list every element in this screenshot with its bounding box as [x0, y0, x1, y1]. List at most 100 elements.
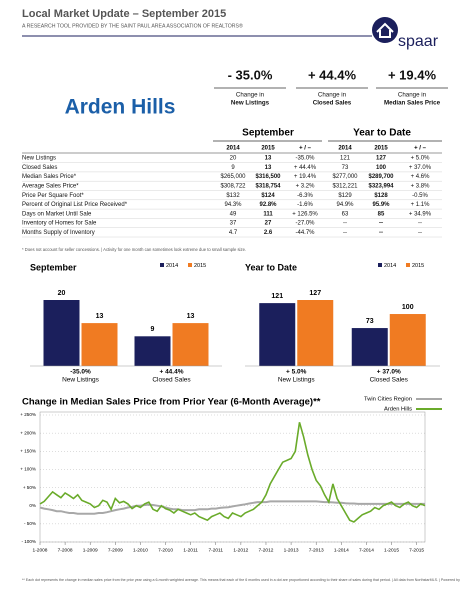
table-row-label: Days on Market Until Sale [22, 211, 92, 217]
x-tick-label: 7-2012 [259, 547, 274, 553]
y-tick-label: + 250% [20, 412, 36, 417]
table-footnote: * Does not account for seller concession… [22, 247, 246, 252]
x-tick-label: 7-2008 [58, 547, 73, 553]
logo-circle [372, 17, 398, 43]
table-cell: $312,221 [332, 183, 358, 189]
table-cell: $316,500 [255, 174, 281, 180]
table-cell: $318,754 [255, 183, 281, 189]
legend-swatch [406, 263, 410, 267]
table-cell: $129 [338, 193, 352, 199]
table-cell: + 44.4% [294, 165, 317, 171]
table-cell: 95.9% [372, 202, 390, 208]
x-tick-label: 7-2013 [309, 547, 324, 553]
table-cell: -27.0% [295, 221, 315, 227]
bar [297, 300, 334, 366]
y-tick-label: + 100% [20, 467, 36, 472]
bar-value-label: 20 [58, 290, 66, 297]
table-cell: $124 [261, 193, 275, 199]
table-cell: 121 [340, 156, 351, 162]
summary-value: - 35.0% [228, 67, 273, 82]
table-cell: 92.8% [259, 202, 277, 208]
table-column-header: 2015 [261, 146, 275, 152]
table-row-label: Price Per Square Foot* [22, 193, 84, 199]
x-tick-label: 1-2014 [334, 547, 349, 553]
legend-swatch [378, 263, 382, 267]
table-cell: $132 [226, 193, 240, 199]
legend-swatch [188, 263, 192, 267]
table-cell: -6.3% [297, 193, 313, 199]
legend-label: Twin Cities Region [364, 397, 412, 403]
table-cell: -- [343, 221, 347, 227]
bar-value-label: 121 [271, 293, 283, 300]
table-column-header: + / – [414, 146, 427, 152]
table-column-header: + / – [299, 146, 312, 152]
table-cell: + 1.1% [411, 202, 431, 208]
x-tick-label: 7-2011 [208, 547, 223, 553]
y-tick-label: - 50% [24, 521, 36, 526]
bar [134, 336, 171, 366]
x-tick-label: 1-2013 [284, 547, 299, 553]
table-cell: + 34.9% [409, 211, 432, 217]
series-line [39, 500, 425, 515]
chart-title: Year to Date [245, 262, 297, 272]
table-cell: 20 [230, 156, 237, 162]
summary-value: + 19.4% [388, 67, 437, 82]
table-row-label: Months Supply of Inventory [22, 230, 95, 236]
page-subtitle: A RESEARCH TOOL PROVIDED BY THE SAINT PA… [22, 22, 243, 29]
summary-label: Median Sales Price [384, 100, 441, 107]
x-tick-label: 7-2009 [108, 547, 123, 553]
table-cell: + 3.2% [296, 183, 316, 189]
logo-house [376, 22, 394, 38]
table-cell: 37 [230, 221, 237, 227]
table-cell: 4.7 [229, 230, 238, 236]
y-tick-label: 0% [29, 503, 36, 508]
chart-title: September [30, 262, 77, 272]
table-group-header: Year to Date [353, 128, 411, 139]
logo: spaar [372, 17, 439, 50]
x-tick-label: 1-2015 [384, 547, 399, 553]
bar [351, 328, 388, 366]
x-tick-label: 1-2011 [183, 547, 198, 553]
table-row-label: Percent of Original List Price Received* [22, 202, 128, 208]
table-cell: -- [418, 221, 422, 227]
x-tick-label: 7-2015 [409, 547, 424, 553]
table-cell: $289,700 [368, 174, 394, 180]
table-cell: + 126.5% [292, 211, 318, 217]
summary-value: + 44.4% [308, 67, 357, 82]
table-cell: 9 [231, 165, 235, 171]
x-tick-label: 1-2010 [133, 547, 148, 553]
chart-title: Change in Median Sales Price from Prior … [22, 397, 321, 408]
bar [43, 300, 80, 366]
x-tick-label: 1-2009 [83, 547, 98, 553]
bar-value-label: 73 [366, 318, 374, 325]
x-tick-label: 7-2014 [359, 547, 374, 553]
y-tick-label: + 50% [23, 485, 36, 490]
table-cell: 2.6 [264, 230, 273, 236]
plot-frame [39, 411, 426, 543]
legend-label: 2015 [412, 263, 424, 269]
table-cell: + 5.0% [411, 156, 431, 162]
page-title: Local Market Update – September 2015 [22, 8, 226, 20]
table-cell: $308,722 [220, 183, 246, 189]
x-tick-label: 1-2008 [33, 547, 48, 553]
table-cell: 100 [376, 165, 387, 171]
table-cell: -1.6% [297, 202, 313, 208]
table-cell: + 37.0% [409, 165, 432, 171]
category-note: + 44.4% [159, 369, 183, 376]
table-cell: -0.5% [412, 193, 428, 199]
legend-label: 2014 [384, 263, 396, 269]
table-cell: 13 [265, 156, 272, 162]
table-cell: + 3.8% [411, 183, 431, 189]
logo-text: spaar [398, 33, 439, 50]
table-cell: 127 [376, 156, 387, 162]
y-tick-label: - 100% [21, 539, 36, 544]
table-group-header: September [242, 128, 294, 139]
category-label: Closed Sales [370, 377, 409, 384]
table-column-header: 2014 [226, 146, 240, 152]
legend-swatch [160, 263, 164, 267]
legend-label: 2014 [166, 263, 178, 269]
table-cell: 13 [265, 165, 272, 171]
bar [81, 323, 118, 366]
